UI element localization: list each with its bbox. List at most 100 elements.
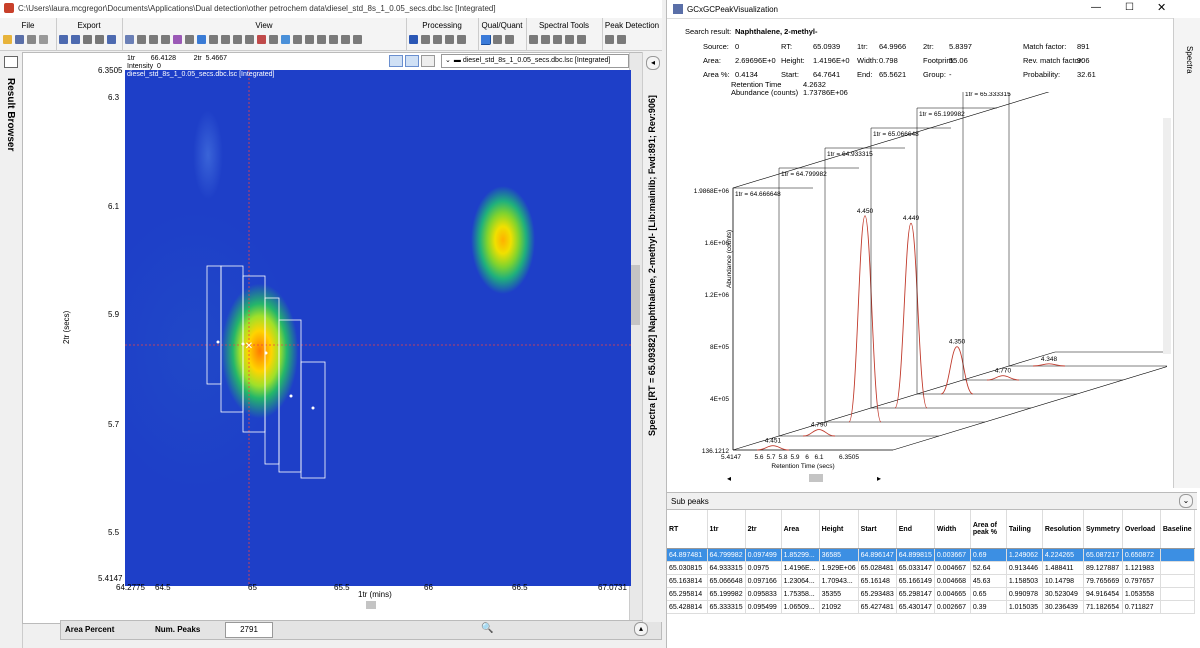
column-header[interactable]: Start [858, 510, 897, 549]
identify-icon[interactable] [481, 35, 491, 45]
smooth-icon[interactable] [433, 35, 442, 44]
table-row[interactable]: 64.897481 64.799982 0.097499 1.85299... 3658… [667, 548, 1195, 562]
column-header[interactable]: End [896, 510, 935, 549]
result-browser-panel[interactable]: Result Browser [0, 52, 23, 648]
dataset-select[interactable]: ⌄ ▬ diesel_std_8s_1_0.05_secs.dbc.lsc [In… [441, 54, 629, 68]
column-header[interactable]: RT [667, 510, 708, 549]
column-header[interactable]: Baseline [1160, 510, 1195, 549]
quant-icon[interactable] [493, 35, 502, 44]
filter-icon[interactable] [457, 35, 466, 44]
close-icon[interactable]: ✕ [1157, 2, 1167, 14]
color-scale-icon[interactable] [281, 35, 290, 44]
column-header[interactable]: Resolution [1042, 510, 1085, 549]
axis-icon[interactable] [341, 35, 350, 44]
baseline-icon[interactable] [421, 35, 430, 44]
stack-icon[interactable] [329, 35, 338, 44]
detect-peaks-icon[interactable] [605, 35, 614, 44]
table-row[interactable]: 65.428814 65.333315 0.095499 1.06509... 2109… [667, 600, 1195, 614]
status-bar: Area Percent Num. Peaks 2791 🔍 [60, 620, 662, 640]
y-tick: 6.3505 [98, 66, 123, 75]
export-table-icon[interactable] [83, 35, 92, 44]
scroll-left-icon[interactable]: ◂ [727, 474, 732, 483]
expand-up-icon[interactable]: ▴ [634, 622, 648, 636]
link-icon[interactable] [421, 55, 435, 67]
export-image-icon[interactable] [71, 35, 80, 44]
field-label: RT: [781, 42, 793, 51]
column-header[interactable]: 2tr [745, 510, 782, 549]
save-icon[interactable] [15, 35, 24, 44]
peak-view-icon[interactable] [209, 35, 218, 44]
fit-x-icon[interactable] [389, 55, 403, 67]
export-report-icon[interactable] [95, 35, 104, 44]
column-header[interactable]: Overload [1122, 510, 1161, 549]
open-icon[interactable] [3, 35, 12, 44]
chart-view-icon[interactable] [221, 35, 230, 44]
column-header[interactable]: Symmetry [1083, 510, 1123, 549]
search-icon[interactable]: 🔍 [481, 623, 494, 634]
collapse-sub-peaks-icon[interactable]: ⌄ [1179, 494, 1193, 508]
column-header[interactable]: Width [934, 510, 971, 549]
slice-label: 1tr = 64.666648 [735, 191, 781, 198]
print-icon[interactable] [39, 35, 48, 44]
table-cell: 0.0975 [745, 561, 782, 575]
fit-y-icon[interactable] [405, 55, 419, 67]
ribbon-group-label: Spectral Tools [538, 21, 590, 30]
spectra-right-panel[interactable]: Spectra [1173, 18, 1200, 488]
column-header[interactable]: Height [819, 510, 859, 549]
column-header[interactable]: 1tr [707, 510, 746, 549]
field-value: 891 [1077, 42, 1090, 51]
table-row[interactable]: 65.163814 65.066648 0.097166 1.23064... 1.70… [667, 574, 1195, 588]
contour-icon[interactable] [173, 35, 182, 44]
move-icon[interactable] [161, 35, 170, 44]
chart-horizontal-scrollbar-thumb[interactable] [809, 474, 823, 482]
chart-vertical-scrollbar[interactable] [1163, 118, 1171, 354]
flame-icon[interactable] [197, 35, 206, 44]
subtract-icon[interactable] [553, 35, 562, 44]
layout-icon[interactable] [269, 35, 278, 44]
search-spectrum-icon[interactable] [577, 35, 586, 44]
main-peak-blob [207, 276, 303, 426]
grid-icon[interactable] [293, 35, 302, 44]
spectrum-icon[interactable] [529, 35, 538, 44]
compare-icon[interactable] [317, 35, 326, 44]
field-value: 906 [1077, 56, 1090, 65]
process-icon[interactable] [409, 35, 418, 44]
export-data-icon[interactable] [107, 35, 116, 44]
marker-icon[interactable] [257, 35, 266, 44]
minimize-icon[interactable]: — [1091, 2, 1101, 13]
scroll-right-icon[interactable]: ▸ [877, 474, 882, 483]
heatmap-canvas[interactable]: ✕ diesel_std_8s_1_0.05_secs.dbc.lsc [Int… [125, 70, 631, 586]
scrollbar-thumb[interactable] [631, 265, 640, 325]
column-header[interactable]: Tailing [1006, 510, 1043, 549]
tools-icon[interactable] [27, 35, 36, 44]
table-cell: 65.293483 [858, 587, 897, 601]
table-view-icon[interactable] [233, 35, 242, 44]
mass-icon[interactable] [565, 35, 574, 44]
reset-view-icon[interactable] [353, 35, 362, 44]
pan-icon[interactable] [137, 35, 146, 44]
table-row[interactable]: 65.295814 65.199982 0.095833 1.75358... 3535… [667, 587, 1195, 601]
library-icon[interactable] [505, 35, 514, 44]
maximize-icon[interactable]: ☐ [1125, 2, 1134, 13]
zoom-icon[interactable] [125, 35, 134, 44]
horizontal-scrollbar-thumb[interactable] [366, 601, 376, 609]
spectra-side-panel[interactable]: ◂ Spectra [RT = 65.09382] Naphthalene, 2… [642, 52, 663, 622]
integrate-icon[interactable] [445, 35, 454, 44]
column-header[interactable]: Area of peak % [970, 510, 1007, 549]
search-result-label: Search result: [685, 27, 732, 36]
crosshair-icon[interactable] [149, 35, 158, 44]
pin-icon[interactable] [4, 56, 18, 68]
peak-settings-icon[interactable] [617, 35, 626, 44]
column-header[interactable]: Area [781, 510, 820, 549]
export-icon[interactable] [59, 35, 68, 44]
readout-intensity-value: 0 [156, 63, 161, 70]
collapse-left-icon[interactable]: ◂ [646, 56, 660, 70]
ribbon-toolbar: File Export View [0, 18, 662, 51]
overlay-icon[interactable] [305, 35, 314, 44]
sub-peaks-header[interactable]: Sub peaks ⌄ [667, 492, 1197, 510]
table-row[interactable]: 65.030815 64.933315 0.0975 1.4196E... 1.929E… [667, 561, 1195, 575]
expand-icon[interactable] [245, 35, 254, 44]
waterfall-chart[interactable]: 136.1212 4E+05 8E+05 1.2E+06 1.6E+06 1.9868E+… [667, 92, 1167, 472]
surface-icon[interactable] [185, 35, 194, 44]
deconvolve-icon[interactable] [541, 35, 550, 44]
